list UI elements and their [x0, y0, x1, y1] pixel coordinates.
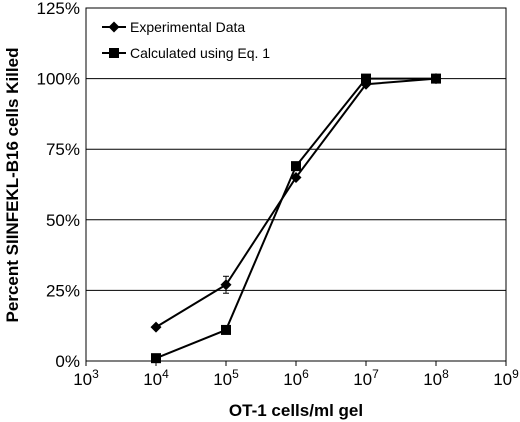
y-tick-label: 125%: [37, 0, 80, 18]
x-tick-label: 109: [493, 367, 519, 389]
data-point: [151, 353, 161, 364]
data-point: [150, 321, 162, 333]
legend-marker: [109, 48, 119, 58]
data-point: [220, 279, 232, 291]
y-axis-title: Percent SIINFEKL-B16 cells Killed: [3, 48, 22, 323]
legend-marker: [108, 21, 120, 33]
x-tick-label: 104: [143, 367, 169, 389]
x-axis-ticks: [85, 361, 507, 366]
data-point: [291, 161, 301, 172]
series-layer: [150, 73, 442, 364]
x-tick-label: 108: [423, 367, 449, 389]
data-point: [431, 73, 441, 84]
x-tick-label: 105: [213, 367, 239, 389]
legend-item: Calculated using Eq. 1: [102, 45, 270, 61]
x-axis-title: OT-1 cells/ml gel: [229, 401, 363, 420]
legend-label: Calculated using Eq. 1: [130, 45, 270, 61]
x-axis-tick-labels: 103 104 105 106 107 108 109: [73, 367, 519, 389]
data-point: [361, 73, 371, 84]
x-tick-label: 103: [73, 367, 99, 389]
series-2: [151, 73, 441, 364]
x-tick-label: 106: [283, 367, 309, 389]
data-point: [221, 324, 231, 335]
y-tick-label: 0%: [55, 352, 80, 371]
x-tick-label: 107: [353, 367, 379, 389]
plot-area: [85, 7, 507, 362]
y-tick-label: 25%: [46, 281, 80, 300]
y-axis-tick-labels: 0% 25% 50% 75% 100% 125%: [37, 0, 80, 371]
y-tick-label: 50%: [46, 211, 80, 230]
legend: Experimental Data Calculated using Eq. 1: [102, 19, 270, 61]
legend-item: Experimental Data: [102, 19, 245, 35]
y-tick-label: 75%: [46, 140, 80, 159]
gridlines: [86, 78, 506, 291]
legend-label: Experimental Data: [130, 19, 245, 35]
y-tick-label: 100%: [37, 70, 80, 89]
